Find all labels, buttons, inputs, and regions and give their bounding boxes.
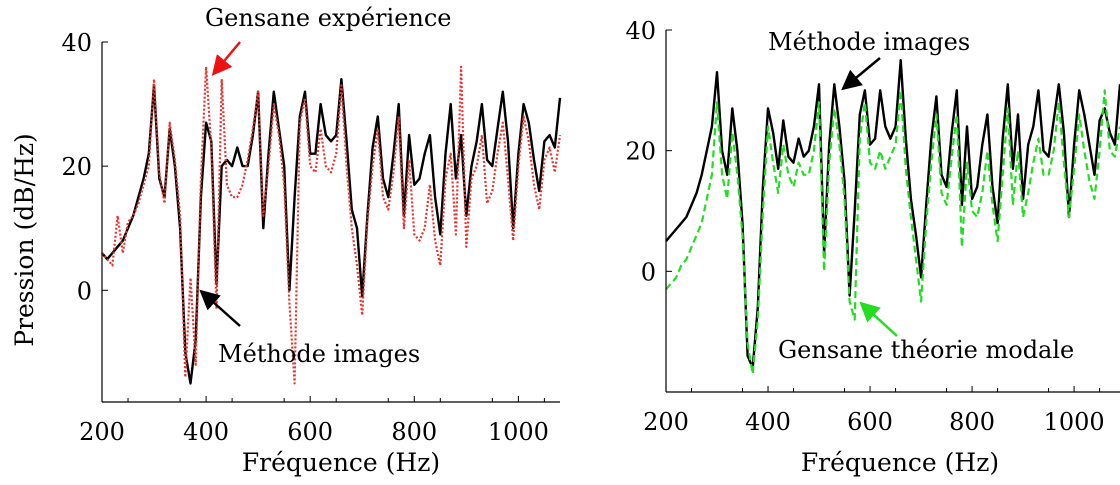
right-axes <box>665 30 1120 393</box>
left-axis-ticks <box>101 41 545 402</box>
left-tick-labels: 200 400 600 800 1000 0 20 40 <box>61 29 548 446</box>
left-annotation-red-arrow <box>211 41 241 76</box>
left-x-tick-label: 600 <box>287 418 333 446</box>
left-y-tick-label: 40 <box>61 29 92 57</box>
right-tick-labels: 200 400 600 800 1000 0 20 40 <box>625 17 1104 436</box>
left-y-tick-label: 0 <box>77 277 92 305</box>
left-x-tick-label: 1000 <box>488 418 549 446</box>
right-y-tick-label: 40 <box>625 17 656 45</box>
right-y-tick-label: 20 <box>625 138 656 166</box>
right-axis-ticks <box>665 29 1101 392</box>
right-x-tick-label: 400 <box>745 408 791 436</box>
left-x-axis-title: Fréquence (Hz) <box>242 448 440 477</box>
right-y-tick-label: 0 <box>641 258 656 286</box>
left-panel: 200 400 600 800 1000 0 20 40 Fréquence (Hz) Pre… <box>10 4 562 477</box>
right-series-line-solid <box>665 59 1120 370</box>
right-x-tick-label: 800 <box>949 408 995 436</box>
left-annotation-gensane-experience: Gensane expérience <box>205 4 452 32</box>
right-annotation-methode-images: Méthode images <box>768 28 970 56</box>
left-annotation-methode-images: Méthode images <box>218 340 420 368</box>
left-annotation-black-arrow <box>199 289 241 327</box>
right-x-tick-label: 1000 <box>1044 408 1105 436</box>
right-series-line-dashed <box>665 89 1120 375</box>
left-series-line-dotted <box>101 65 562 385</box>
left-x-tick-label: 200 <box>79 418 125 446</box>
right-panel: 200 400 600 800 1000 0 20 40 Fréquence (Hz) Mét… <box>625 17 1120 477</box>
right-series-group <box>665 59 1120 375</box>
left-y-axis-title: Pression (dB/Hz) <box>10 133 39 347</box>
left-y-tick-label: 20 <box>61 153 92 181</box>
right-annotation-gensane-theorie-modale: Gensane théorie modale <box>778 336 1074 364</box>
right-x-tick-label: 600 <box>847 408 893 436</box>
right-annotation-black-arrow <box>841 57 881 91</box>
left-series-group <box>101 65 562 385</box>
right-x-tick-label: 200 <box>643 408 689 436</box>
right-x-axis-title: Fréquence (Hz) <box>801 448 999 477</box>
left-x-tick-label: 800 <box>391 418 437 446</box>
left-x-tick-label: 400 <box>183 418 229 446</box>
left-axes <box>101 42 560 403</box>
left-series-line-solid <box>101 77 562 385</box>
right-annotation-green-arrow <box>859 301 898 337</box>
